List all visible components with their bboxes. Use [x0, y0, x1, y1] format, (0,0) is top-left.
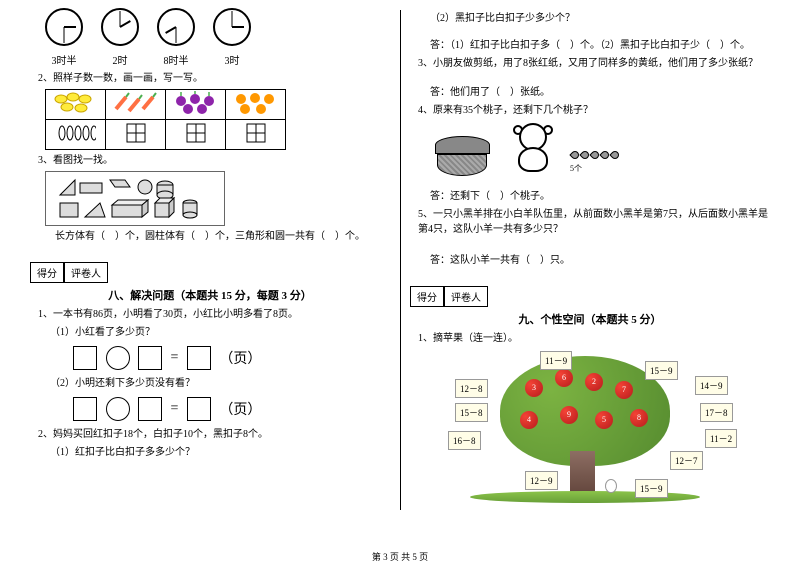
section-9-title: 九、个性空间（本题共 5 分） [410, 311, 770, 327]
clock-item: 2时 [101, 8, 139, 67]
cell-tally [46, 120, 106, 150]
unit-label: （页） [219, 352, 261, 367]
expression-label: 11－9 [540, 351, 572, 370]
s8-q4-answer: 答：还剩下（ ）个桃子。 [430, 189, 770, 204]
count-draw-table [45, 89, 286, 150]
s8-q2-answer: 答：（1）红扣子比白扣子多（ ）个。（2）黑扣子比白扣子少（ ）个。 [430, 38, 770, 53]
apple-icon: 8 [630, 409, 648, 427]
blank-box [73, 397, 97, 421]
apple-icon: 6 [555, 369, 573, 387]
expression-label: 15－8 [455, 403, 488, 422]
equation-row: = （页） [70, 397, 390, 421]
s8-q2-2: （2）黑扣子比白扣子少多少个？ [430, 11, 770, 26]
cell-carrots [106, 90, 166, 120]
monkey-figure: 5个 [425, 121, 770, 186]
equals-sign: = [171, 350, 179, 365]
s8-q1-2: （2）小明还剩下多少页没有看？ [50, 376, 390, 391]
blank-box [187, 346, 211, 370]
s8-q1-1: （1）小红看了多少页？ [50, 325, 390, 340]
peaches-group: 5个 [570, 151, 620, 174]
section-8-title: 八、解决问题（本题共 15 分，每题 3 分） [30, 287, 390, 303]
left-column: 3时半 2时 8时半 3时 2、照样子数一数，画一画，写一写。 3、看图找一找。… [30, 8, 390, 528]
score-cell: 得分 [410, 286, 444, 307]
clock-face-icon [157, 8, 195, 46]
score-box: 得分 评卷人 [410, 286, 770, 307]
question-3: 3、看图找一找。 [38, 153, 390, 168]
question-2: 2、照样子数一数，画一画，写一写。 [38, 71, 390, 86]
blank-box [138, 397, 162, 421]
expression-label: 11－2 [705, 429, 737, 448]
clock-label: 8时半 [157, 52, 195, 67]
cell-blank [226, 120, 286, 150]
clock-face-icon [45, 8, 83, 46]
clock-face-icon [101, 8, 139, 46]
blank-box [73, 346, 97, 370]
basket-icon [435, 136, 490, 171]
grader-cell: 评卷人 [64, 262, 108, 283]
blank-circle [106, 346, 130, 370]
clock-label: 2时 [101, 52, 139, 67]
expression-label: 15－9 [635, 479, 668, 498]
apple-icon: 9 [560, 406, 578, 424]
s8-q5-answer: 答：这队小羊一共有（ ）只。 [430, 253, 770, 268]
s8-q4: 4、原来有35个桃子，还剩下几个桃子？ [418, 103, 770, 118]
clock-row: 3时半 2时 8时半 3时 [45, 8, 390, 67]
column-divider [400, 10, 401, 510]
clock-item: 8时半 [157, 8, 195, 67]
s9-q1: 1、摘苹果（连一连）。 [418, 331, 770, 346]
apple-icon: 3 [525, 379, 543, 397]
expression-label: 12－9 [525, 471, 558, 490]
apple-icon: 4 [520, 411, 538, 429]
expression-label: 15－9 [645, 361, 678, 380]
cell-blank [166, 120, 226, 150]
s8-q2-1: （1）红扣子比白扣子多多少个？ [50, 445, 390, 460]
score-box: 得分 评卷人 [30, 262, 390, 283]
s8-q5: 5、一只小黑羊排在小白羊队伍里，从前面数小黑羊是第7只，从后面数小黑羊是第4只，… [418, 207, 770, 237]
apple-icon: 7 [615, 381, 633, 399]
grader-cell: 评卷人 [444, 286, 488, 307]
clock-item: 3时 [213, 8, 251, 67]
rabbit-icon [605, 473, 620, 493]
s8-q2: 2、妈妈买回红扣子18个，白扣子10个，黑扣子8个。 [38, 427, 390, 442]
cell-radishes [166, 90, 226, 120]
shapes-figure [45, 171, 225, 226]
expression-label: 14－9 [695, 376, 728, 395]
clock-item: 3时半 [45, 8, 83, 67]
equals-sign: = [171, 401, 179, 416]
expression-label: 12－8 [455, 379, 488, 398]
cell-lemons [46, 90, 106, 120]
right-column: （2）黑扣子比白扣子少多少个？ 答：（1）红扣子比白扣子多（ ）个。（2）黑扣子… [410, 8, 770, 528]
cell-oranges [226, 90, 286, 120]
apple-icon: 5 [595, 411, 613, 429]
expression-label: 16－8 [448, 431, 481, 450]
equation-row: = （页） [70, 346, 390, 370]
blank-circle [106, 397, 130, 421]
s8-q3: 3、小朋友做剪纸，用了8张红纸，又用了同样多的黄纸，他们用了多少张纸？ [418, 56, 770, 71]
expression-label: 17－8 [700, 403, 733, 422]
cell-blank [106, 120, 166, 150]
apple-tree-figure: 3627 4 958 11－9 12－8 15－8 16－8 15－9 14－9 17－8 11－… [410, 351, 770, 506]
unit-label: （页） [219, 403, 261, 418]
page-footer: 第 3 页 共 5 页 [0, 550, 800, 563]
s8-q1: 1、一本书有86页，小明看了30页，小红比小明多看了8页。 [38, 307, 390, 322]
question-3-answer: 长方体有（ ）个，圆柱体有（ ）个，三角形和圆一共有（ ）个。 [55, 229, 390, 244]
clock-label: 3时半 [45, 52, 83, 67]
apple-icon: 2 [585, 373, 603, 391]
monkey-icon [505, 121, 560, 176]
blank-box [187, 397, 211, 421]
peach-count: 5个 [570, 163, 620, 174]
clock-face-icon [213, 8, 251, 46]
clock-label: 3时 [213, 52, 251, 67]
blank-box [138, 346, 162, 370]
expression-label: 12－7 [670, 451, 703, 470]
score-cell: 得分 [30, 262, 64, 283]
s8-q3-answer: 答：他们用了（ ）张纸。 [430, 85, 770, 100]
